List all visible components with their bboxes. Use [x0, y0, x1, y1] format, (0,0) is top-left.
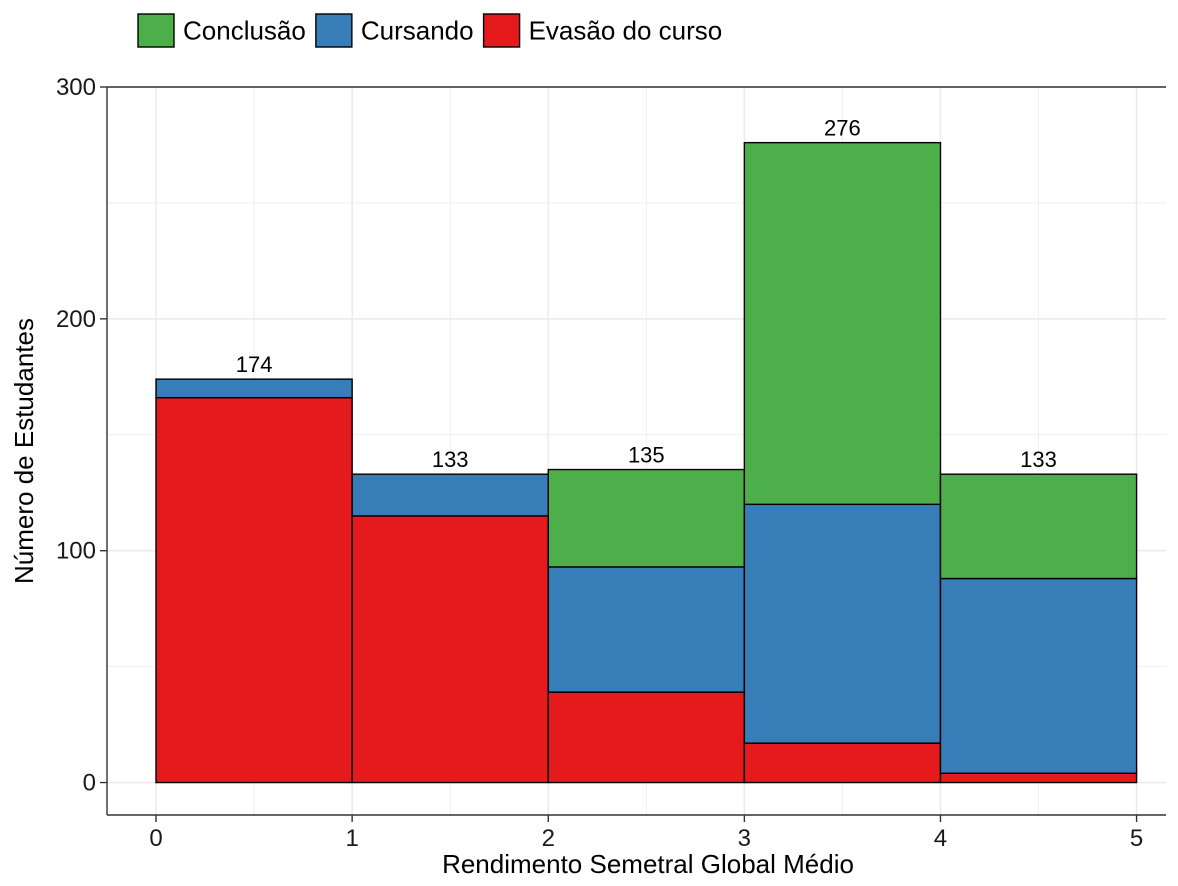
- legend-label: Conclusão: [183, 16, 306, 46]
- bar-segment: [547, 691, 746, 784]
- y-tick-label: 0: [83, 770, 96, 797]
- y-tick-label: 100: [56, 538, 96, 565]
- bar-segment: [743, 503, 942, 744]
- bar-segment: [351, 473, 549, 517]
- legend-key-swatch: [137, 13, 175, 48]
- x-tick-label: 3: [738, 825, 751, 852]
- legend-label: Evasão do curso: [529, 16, 723, 46]
- legend-key-swatch: [315, 13, 353, 48]
- bar-segment: [351, 515, 549, 784]
- bar-segment: [155, 378, 353, 399]
- total-labels: 174 133 135 276 133: [236, 116, 1057, 473]
- y-axis-title: Número de Estudantes: [9, 318, 39, 584]
- y-tick-label: 200: [56, 306, 96, 333]
- bars: [155, 141, 1138, 784]
- bar-segment: [547, 566, 746, 693]
- bar-segment: [743, 742, 942, 784]
- bar-segment: [547, 468, 746, 568]
- legend-key-swatch: [482, 13, 521, 48]
- bar-segment: [939, 772, 1138, 784]
- bar-segment: [939, 577, 1138, 774]
- bar-total-label: 133: [432, 447, 469, 472]
- bar-segment: [743, 141, 942, 506]
- x-tick-label: 5: [1130, 825, 1143, 852]
- y-tick-label: 300: [56, 74, 96, 101]
- bar-total-label: 135: [628, 443, 665, 468]
- x-tick-label: 2: [542, 825, 555, 852]
- bar-total-label: 276: [824, 116, 861, 141]
- bar-segment: [155, 396, 353, 784]
- x-tick-label: 1: [345, 825, 358, 852]
- legend-label: Cursando: [361, 16, 474, 46]
- bar-total-label: 174: [236, 352, 273, 377]
- x-tick-label: 4: [934, 825, 947, 852]
- x-tick-label: 0: [149, 825, 162, 852]
- x-axis-title: Rendimento Semetral Global Médio: [442, 849, 854, 879]
- bar-segment: [939, 473, 1138, 580]
- axes: 0 1 2 3 4 5 0 100 200 300: [56, 74, 1166, 852]
- bar-total-label: 133: [1020, 447, 1057, 472]
- legend: Conclusão Cursando Evasão do curso: [137, 13, 723, 48]
